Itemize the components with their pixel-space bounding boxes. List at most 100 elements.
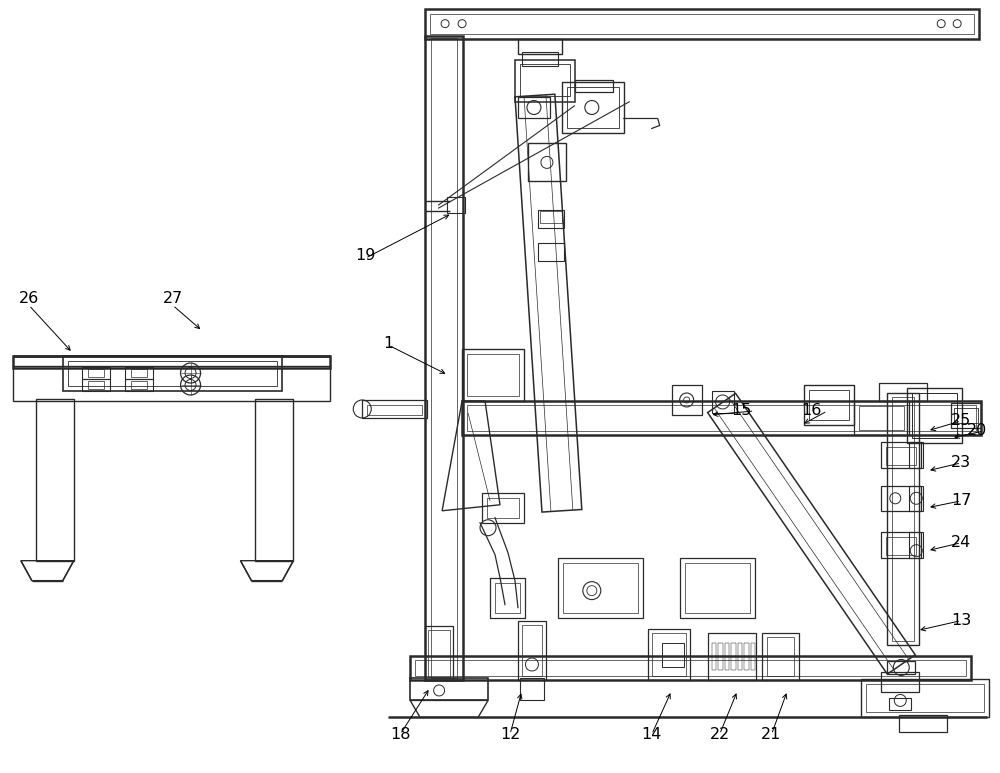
Text: 12: 12 — [500, 727, 520, 742]
Bar — [425, 9, 979, 39]
Bar — [804, 385, 854, 425]
Bar — [558, 557, 643, 618]
Text: 16: 16 — [801, 404, 822, 418]
Bar — [518, 621, 546, 680]
Bar — [563, 563, 638, 612]
Bar — [430, 14, 974, 34]
Bar — [662, 642, 684, 668]
Bar — [425, 36, 463, 680]
Bar — [859, 406, 904, 430]
Text: 23: 23 — [951, 455, 971, 470]
Bar — [362, 400, 427, 418]
Bar — [861, 679, 989, 717]
Bar — [367, 405, 422, 415]
Bar — [520, 679, 544, 700]
Text: 26: 26 — [19, 291, 39, 305]
Bar — [125, 379, 153, 391]
Bar — [951, 403, 981, 428]
Bar — [889, 699, 911, 710]
Bar — [854, 401, 909, 435]
Text: 20: 20 — [967, 424, 987, 438]
Bar — [712, 391, 734, 413]
Bar — [881, 442, 921, 468]
Bar — [909, 442, 923, 468]
Text: 19: 19 — [355, 247, 375, 263]
Text: 24: 24 — [951, 535, 971, 550]
Bar — [88, 369, 104, 377]
Bar — [899, 715, 947, 732]
Bar — [685, 563, 750, 612]
Bar — [490, 577, 525, 618]
Bar — [131, 369, 147, 377]
Bar — [652, 632, 686, 676]
Bar — [887, 660, 915, 675]
Text: 17: 17 — [951, 493, 971, 509]
Bar — [886, 536, 916, 555]
Bar — [131, 381, 147, 389]
Bar — [954, 408, 978, 423]
Bar — [82, 367, 110, 379]
Bar — [744, 642, 749, 670]
Bar — [13, 356, 330, 368]
Bar — [125, 367, 153, 379]
Bar — [13, 366, 330, 401]
Bar — [522, 625, 542, 676]
Bar — [648, 628, 690, 680]
Bar — [718, 642, 723, 670]
Bar — [487, 498, 519, 518]
Bar — [881, 485, 921, 511]
Bar — [909, 532, 923, 557]
Bar — [809, 390, 849, 420]
Bar — [680, 557, 755, 618]
Text: 27: 27 — [162, 291, 183, 305]
Bar — [866, 684, 984, 713]
Bar — [881, 532, 921, 557]
Bar — [415, 659, 966, 676]
Bar — [892, 397, 914, 641]
Bar — [462, 401, 981, 435]
Bar — [63, 356, 282, 391]
Bar — [712, 642, 716, 670]
Bar — [467, 405, 976, 431]
Bar — [410, 656, 971, 680]
Bar — [731, 642, 736, 670]
Bar — [431, 38, 457, 679]
Bar — [518, 97, 550, 118]
Bar — [82, 379, 110, 391]
Text: 14: 14 — [642, 727, 662, 742]
Bar — [518, 39, 562, 53]
Text: 1: 1 — [383, 335, 393, 351]
Bar — [410, 679, 488, 700]
Bar — [909, 485, 923, 511]
Bar — [447, 197, 465, 213]
Bar — [522, 52, 558, 66]
Bar — [36, 399, 74, 560]
Text: 18: 18 — [390, 727, 410, 742]
Bar — [881, 673, 919, 693]
Bar — [515, 60, 575, 101]
Text: 25: 25 — [951, 414, 971, 428]
Bar — [567, 87, 619, 128]
Bar — [520, 63, 570, 96]
Bar — [562, 81, 624, 134]
Text: 21: 21 — [761, 727, 782, 742]
Bar — [462, 349, 524, 401]
Bar — [68, 361, 277, 386]
Bar — [467, 354, 519, 396]
Text: 13: 13 — [951, 613, 971, 628]
Bar — [482, 493, 524, 523]
Bar — [538, 210, 564, 228]
Bar — [575, 80, 613, 91]
Bar — [88, 381, 104, 389]
Bar — [428, 629, 450, 677]
Bar — [425, 625, 453, 680]
Bar — [708, 632, 756, 680]
Bar — [886, 447, 916, 465]
Bar — [738, 642, 742, 670]
Bar — [672, 385, 702, 415]
Bar — [255, 399, 293, 560]
Bar — [725, 642, 729, 670]
Bar — [887, 393, 919, 645]
Bar — [767, 636, 794, 676]
Text: 22: 22 — [709, 727, 730, 742]
